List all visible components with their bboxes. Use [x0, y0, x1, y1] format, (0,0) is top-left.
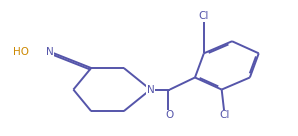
Text: N: N: [147, 85, 154, 95]
Text: HO: HO: [13, 47, 29, 57]
Text: N: N: [46, 47, 54, 57]
Text: O: O: [166, 110, 174, 120]
Text: Cl: Cl: [219, 110, 230, 120]
Text: Cl: Cl: [199, 11, 209, 21]
